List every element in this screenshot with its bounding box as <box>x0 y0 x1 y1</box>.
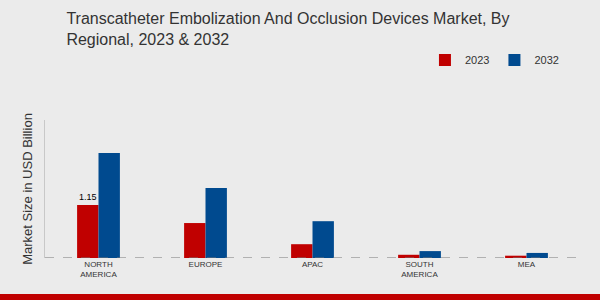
svg-text:SOUTHAMERICA: SOUTHAMERICA <box>401 260 438 279</box>
svg-text:Market Size in USD Billion: Market Size in USD Billion <box>20 113 35 265</box>
svg-text:Transcatheter Embolization And: Transcatheter Embolization And Occlusion… <box>66 10 509 48</box>
svg-text:MEA: MEA <box>518 260 536 269</box>
svg-text:EUROPE: EUROPE <box>189 260 223 269</box>
svg-text:2023: 2023 <box>465 54 489 66</box>
svg-text:1.15: 1.15 <box>79 192 97 202</box>
svg-text:2032: 2032 <box>534 54 558 66</box>
svg-text:NORTHAMERICA: NORTHAMERICA <box>80 260 117 279</box>
svg-text:APAC: APAC <box>302 260 323 269</box>
